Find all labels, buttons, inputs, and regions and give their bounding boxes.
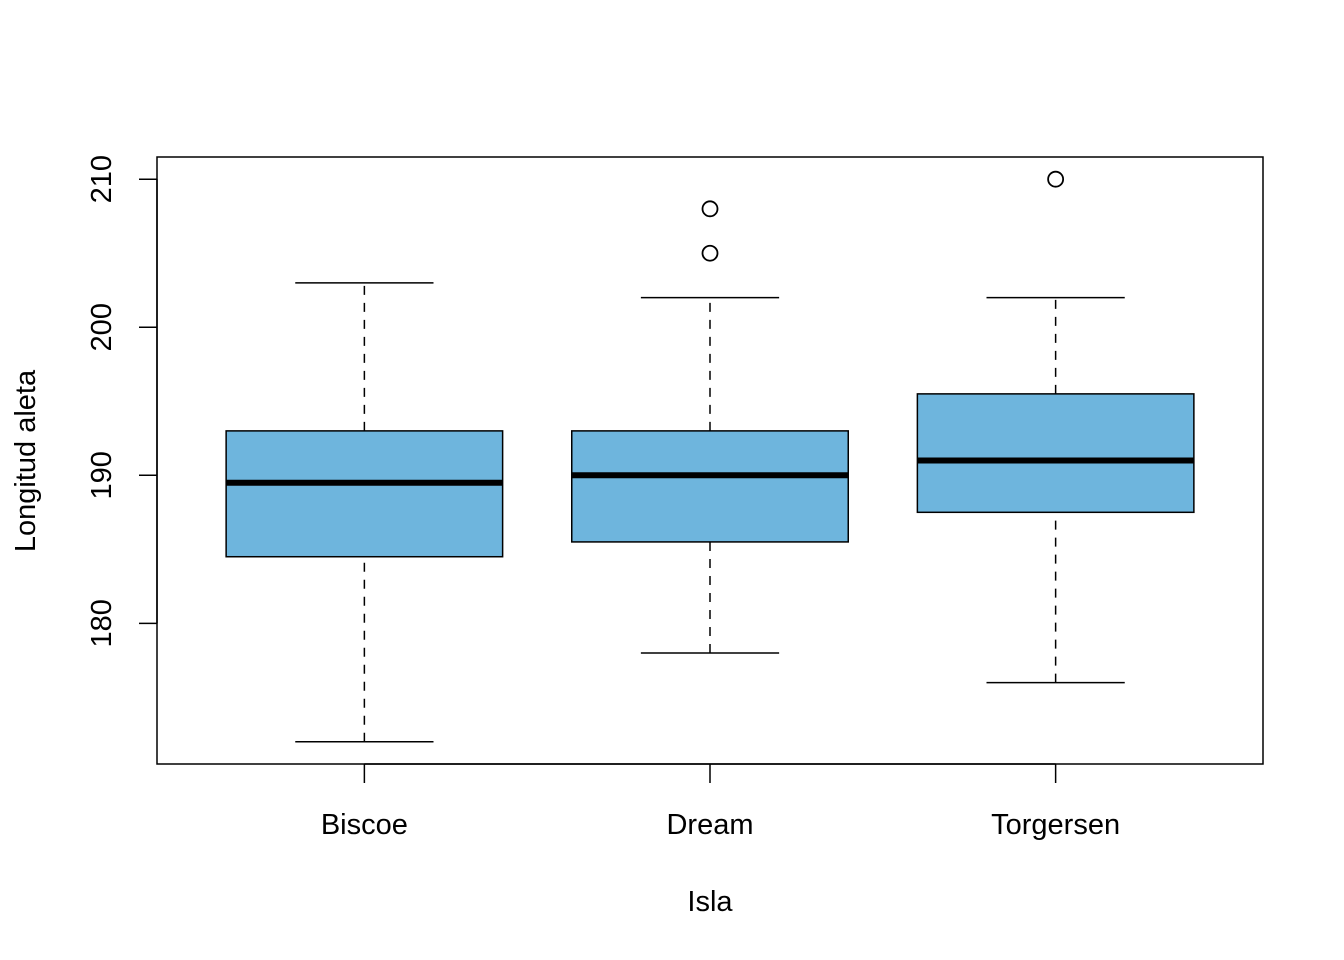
y-tick-label: 200 [86, 303, 118, 351]
outlier-point [701, 200, 719, 218]
outlier-point [701, 244, 719, 262]
y-tick-label: 190 [86, 451, 118, 499]
box-torgersen [916, 170, 1195, 684]
x-axis-label: Isla [687, 886, 733, 918]
boxes [225, 170, 1195, 743]
box-dream [571, 200, 849, 654]
iqr-box [571, 430, 849, 543]
x-tick-label: Dream [666, 809, 753, 841]
x-axis: Biscoe Dream Torgersen [321, 763, 1120, 841]
y-axis: 180 190 200 210 [86, 155, 158, 648]
box-biscoe [225, 282, 504, 743]
y-tick-label: 210 [86, 155, 118, 203]
x-tick-label: Biscoe [321, 809, 408, 841]
iqr-box [916, 393, 1195, 514]
y-axis-label: Longitud aleta [10, 369, 42, 552]
outlier-point [1047, 170, 1065, 188]
iqr-box [225, 430, 504, 558]
y-tick-label: 180 [86, 599, 118, 647]
x-tick-label: Torgersen [991, 809, 1120, 841]
